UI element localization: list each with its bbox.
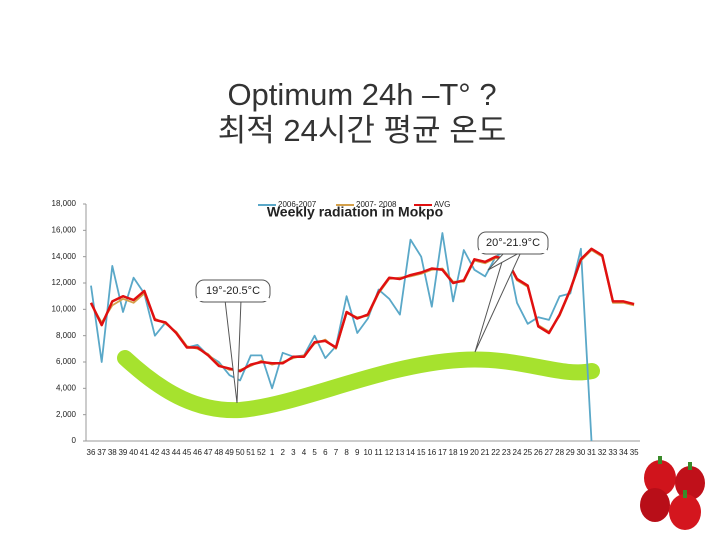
chart-title: Weekly radiation in Mokpo [267,204,443,220]
x-tick-label: 24 [513,448,522,457]
x-tick-label: 10 [363,448,372,457]
x-tick-label: 22 [491,448,500,457]
x-tick-label: 47 [204,448,213,457]
x-tick-label: 18 [449,448,458,457]
x-tick-label: 41 [140,448,149,457]
y-tick-label: 6,000 [56,357,77,366]
x-tick-label: 3 [291,448,296,457]
x-tick-label: 45 [182,448,191,457]
x-tick-label: 48 [214,448,223,457]
callout-box [477,231,549,255]
x-tick-label: 27 [544,448,553,457]
x-tick-label: 12 [385,448,394,457]
x-tick-label: 31 [587,448,596,457]
x-tick-label: 23 [502,448,511,457]
x-tick-label: 17 [438,448,447,457]
x-tick-label: 39 [118,448,127,457]
x-tick-label: 15 [417,448,426,457]
callout-box [195,279,271,303]
x-tick-label: 40 [129,448,138,457]
y-tick-label: 10,000 [52,304,77,313]
y-tick-label: 14,000 [52,252,77,261]
y-tick-label: 18,000 [52,199,77,208]
x-tick-label: 32 [598,448,607,457]
x-tick-label: 5 [312,448,317,457]
y-tick-label: 4,000 [56,383,77,392]
callout-cover [479,250,547,253]
series-line [90,232,593,442]
x-tick-label: 35 [630,448,639,457]
x-tick-label: 26 [534,448,543,457]
callout-pointer [474,251,522,353]
x-tick-label: 1 [270,448,275,457]
y-tick-label: 12,000 [52,278,77,287]
x-tick-label: 21 [481,448,490,457]
annotation: 20°-21.9°C [486,237,540,249]
x-tick-label: 2 [280,448,285,457]
x-tick-label: 37 [97,448,106,457]
x-tick-label: 19 [459,448,468,457]
x-tick-label: 52 [257,448,266,457]
y-tick-label: 16,000 [52,225,77,234]
legend-label: AVG [434,200,450,209]
x-tick-label: 34 [619,448,628,457]
x-tick-label: 16 [427,448,436,457]
x-tick-label: 6 [323,448,328,457]
x-tick-label: 13 [395,448,404,457]
x-tick-label: 4 [302,448,307,457]
x-tick-label: 42 [150,448,159,457]
y-tick-label: 2,000 [56,410,77,419]
optimum-band [117,350,600,419]
x-tick-label: 51 [246,448,255,457]
x-tick-label: 29 [566,448,575,457]
x-tick-label: 49 [225,448,234,457]
callout-cover [197,298,269,301]
callout-pointer [224,299,242,404]
x-tick-label: 43 [161,448,170,457]
annotation: 19°-20.5°C [206,285,260,297]
x-tick-label: 9 [355,448,360,457]
x-tick-label: 38 [108,448,117,457]
x-tick-label: 46 [193,448,202,457]
x-tick-label: 25 [523,448,532,457]
slide-title: Optimum 24h –T° ? [227,77,496,112]
x-tick-label: 11 [374,448,383,457]
y-tick-label: 0 [72,436,77,445]
y-tick-label: 8,000 [56,331,77,340]
x-tick-label: 33 [608,448,617,457]
x-tick-label: 36 [87,448,96,457]
x-tick-label: 8 [344,448,349,457]
slide-subtitle: 최적 24시간 평균 온도 [218,113,506,148]
peppers [640,456,705,530]
x-tick-label: 44 [172,448,181,457]
x-tick-label: 20 [470,448,479,457]
x-tick-label: 7 [334,448,339,457]
x-tick-label: 30 [576,448,585,457]
legend-label: 2006-2007 [278,200,317,209]
series-line [89,247,635,373]
x-tick-label: 28 [555,448,564,457]
legend-label: 2007- 2008 [356,200,397,209]
x-tick-label: 50 [236,448,245,457]
x-tick-label: 14 [406,448,415,457]
